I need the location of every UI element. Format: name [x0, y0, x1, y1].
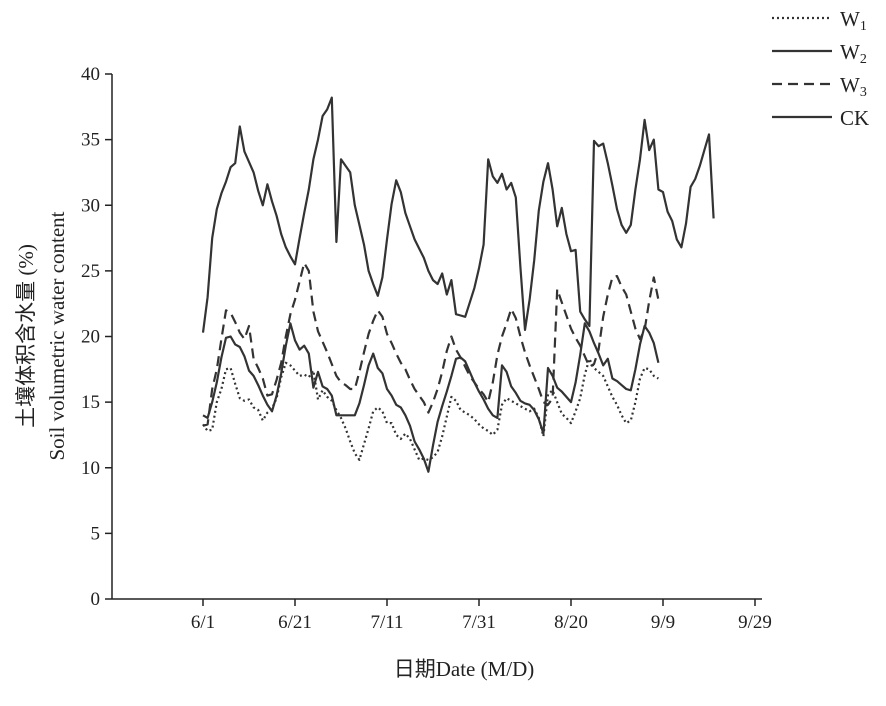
series-line-w2 [202, 322, 660, 473]
y-axis-title-cn: 土壤体积含水量 (%) [14, 244, 38, 428]
x-tick-label: 9/29 [738, 612, 772, 633]
y-ticks: 0 5 10 15 20 25 30 35 40 [81, 64, 112, 610]
legend: W1 W2 W3 CK [772, 7, 869, 130]
y-tick-label: 5 [91, 523, 101, 544]
x-tick-label: 7/31 [462, 612, 496, 633]
y-tick-label: 25 [81, 261, 100, 282]
x-tick-label: 6/1 [191, 612, 215, 633]
y-tick-label: 20 [81, 327, 100, 348]
y-tick-label: 0 [91, 589, 101, 610]
series-line-w3 [202, 261, 660, 427]
legend-label: W3 [840, 73, 867, 100]
y-tick-label: 15 [81, 392, 100, 413]
x-tick-label: 8/20 [554, 612, 588, 633]
series-line-ck [201, 96, 715, 333]
x-tick-label: 7/11 [370, 612, 403, 633]
legend-label: W2 [840, 40, 867, 67]
x-ticks: 6/1 6/21 7/11 7/31 8/20 9/9 9/29 [191, 599, 772, 633]
y-tick-label: 10 [81, 458, 100, 479]
legend-label: W1 [840, 7, 867, 34]
y-tick-label: 35 [81, 130, 100, 151]
x-axis-title: 日期Date (M/D) [394, 657, 535, 681]
x-tick-label: 9/9 [651, 612, 675, 633]
series-layer [201, 96, 715, 473]
series-line-w1 [202, 357, 659, 461]
y-axis-title-en: Soil volumetric water content [45, 211, 69, 460]
y-tick-label: 30 [81, 195, 100, 216]
legend-label: CK [840, 106, 869, 130]
y-tick-label: 40 [81, 64, 100, 85]
x-tick-label: 6/21 [278, 612, 312, 633]
